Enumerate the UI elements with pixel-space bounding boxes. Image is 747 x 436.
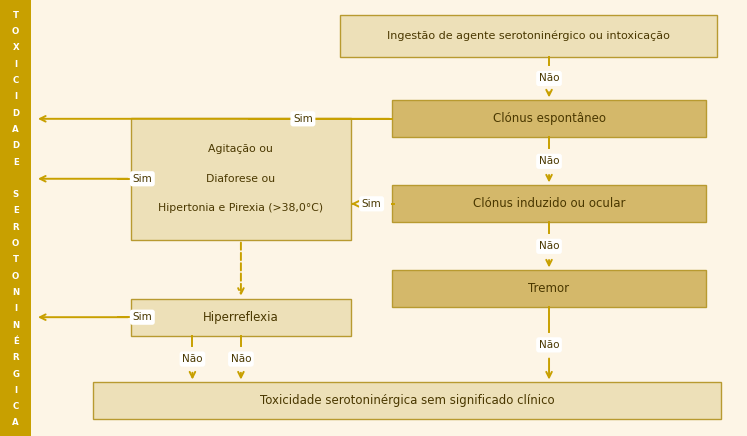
FancyBboxPatch shape	[0, 0, 31, 436]
Text: N: N	[12, 288, 19, 297]
Text: E: E	[13, 206, 19, 215]
Text: S: S	[13, 190, 19, 199]
Text: Não: Não	[539, 340, 560, 350]
Text: I: I	[14, 386, 17, 395]
Text: D: D	[12, 109, 19, 118]
Text: Não: Não	[539, 242, 560, 251]
Text: O: O	[12, 27, 19, 36]
Text: Sim: Sim	[132, 312, 152, 322]
Text: I: I	[14, 304, 17, 313]
Text: I: I	[14, 92, 17, 101]
Text: Clónus induzido ou ocular: Clónus induzido ou ocular	[473, 198, 625, 210]
FancyBboxPatch shape	[392, 185, 706, 222]
Text: I: I	[14, 60, 17, 69]
FancyBboxPatch shape	[392, 100, 706, 137]
FancyBboxPatch shape	[340, 15, 717, 57]
Text: A: A	[13, 419, 19, 427]
Text: Não: Não	[539, 157, 560, 166]
Text: C: C	[13, 402, 19, 411]
Text: É: É	[13, 337, 19, 346]
Text: D: D	[12, 141, 19, 150]
Text: Sim: Sim	[132, 174, 152, 184]
FancyBboxPatch shape	[131, 118, 351, 240]
Text: Sim: Sim	[362, 199, 382, 209]
Text: Não: Não	[182, 354, 202, 364]
FancyBboxPatch shape	[93, 382, 721, 419]
Text: Não: Não	[231, 354, 251, 364]
Text: Sim: Sim	[293, 114, 313, 124]
Text: A: A	[13, 125, 19, 134]
Text: Ingestão de agente serotoninérgico ou intoxicação: Ingestão de agente serotoninérgico ou in…	[387, 31, 670, 41]
Text: G: G	[12, 369, 19, 378]
Text: N: N	[12, 320, 19, 330]
FancyBboxPatch shape	[392, 270, 706, 307]
Text: O: O	[12, 272, 19, 281]
Text: Não: Não	[539, 74, 560, 83]
Text: Hiperreflexia: Hiperreflexia	[203, 311, 279, 324]
Text: O: O	[12, 239, 19, 248]
Text: Clónus espontâneo: Clónus espontâneo	[492, 112, 606, 125]
Text: Tremor: Tremor	[528, 283, 570, 295]
Text: Agitação ou

Diaforese ou

Hipertonia e Pirexia (>38,0°C): Agitação ou Diaforese ou Hipertonia e Pi…	[158, 144, 323, 213]
FancyBboxPatch shape	[131, 299, 351, 336]
Text: X: X	[13, 43, 19, 52]
Text: R: R	[13, 223, 19, 232]
Text: C: C	[13, 76, 19, 85]
Text: T: T	[13, 255, 19, 264]
Text: T: T	[13, 11, 19, 20]
Text: R: R	[13, 353, 19, 362]
Text: Toxicidade serotoninérgica sem significado clínico: Toxicidade serotoninérgica sem significa…	[260, 395, 554, 407]
Text: E: E	[13, 157, 19, 167]
